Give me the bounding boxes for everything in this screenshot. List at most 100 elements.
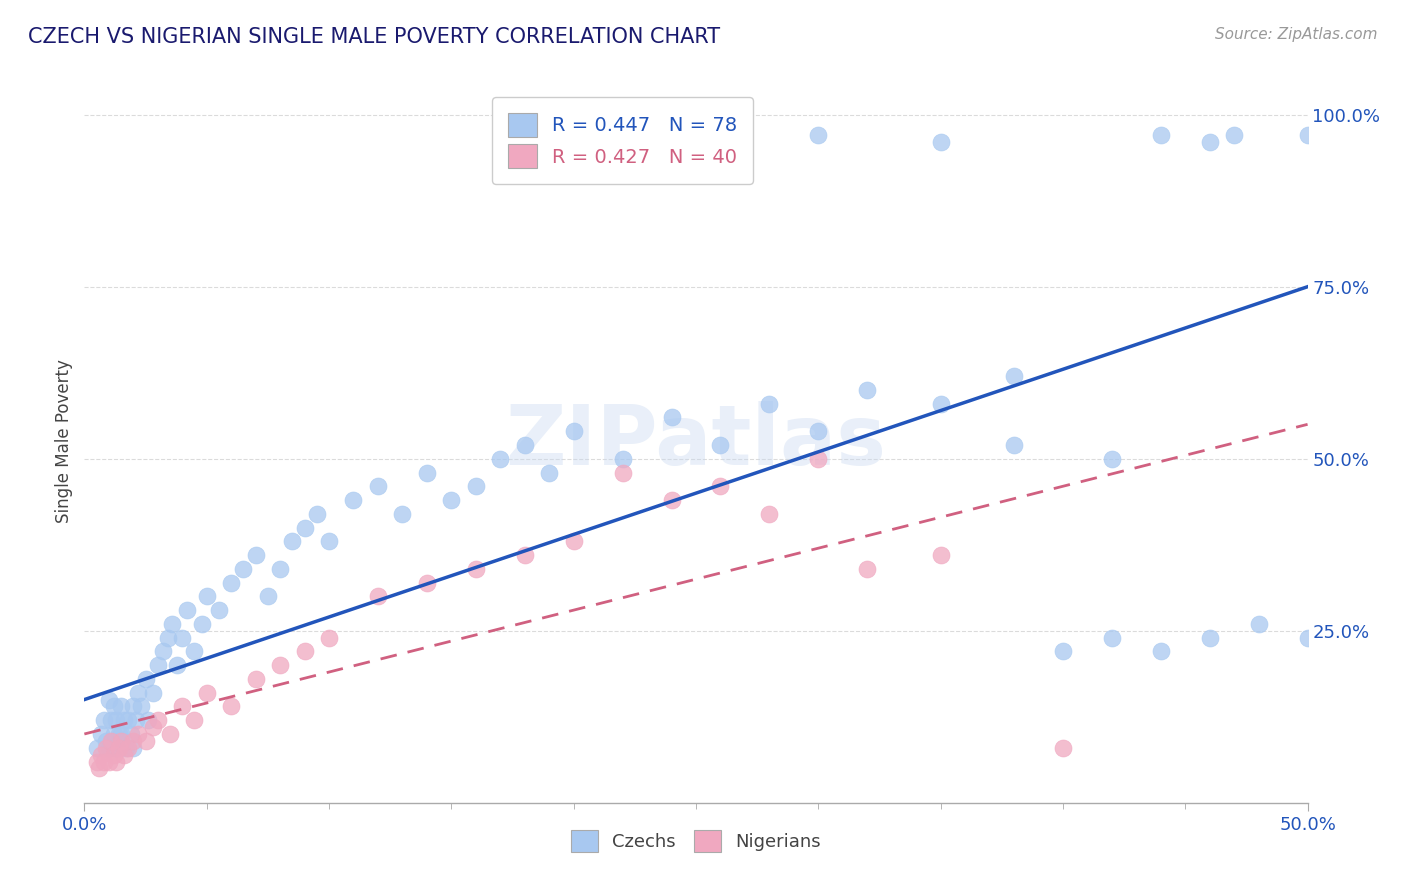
Point — [1052, 740, 1074, 755]
Point — [929, 135, 952, 149]
Point — [152, 644, 174, 658]
Point — [110, 727, 132, 741]
Point — [245, 672, 267, 686]
Point — [96, 740, 118, 755]
Point — [146, 713, 169, 727]
Point — [245, 548, 267, 562]
Point — [1150, 128, 1173, 143]
Point — [208, 603, 231, 617]
Point — [367, 590, 389, 604]
Point — [100, 734, 122, 748]
Point — [183, 713, 205, 727]
Point — [1296, 631, 1319, 645]
Point — [96, 734, 118, 748]
Point — [93, 713, 115, 727]
Point — [87, 761, 110, 775]
Point — [1101, 451, 1123, 466]
Point — [269, 562, 291, 576]
Point — [269, 658, 291, 673]
Legend: Czechs, Nigerians: Czechs, Nigerians — [564, 822, 828, 859]
Point — [318, 534, 340, 549]
Point — [172, 631, 194, 645]
Point — [195, 590, 218, 604]
Point — [115, 740, 138, 755]
Point — [1247, 616, 1270, 631]
Point — [219, 575, 242, 590]
Point — [156, 631, 179, 645]
Point — [107, 740, 129, 755]
Point — [538, 466, 561, 480]
Point — [122, 699, 145, 714]
Point — [367, 479, 389, 493]
Point — [612, 466, 634, 480]
Point — [191, 616, 214, 631]
Point — [257, 590, 280, 604]
Point — [440, 493, 463, 508]
Point — [318, 631, 340, 645]
Point — [142, 686, 165, 700]
Point — [661, 493, 683, 508]
Point — [90, 747, 112, 762]
Point — [1150, 644, 1173, 658]
Point — [135, 672, 157, 686]
Point — [166, 658, 188, 673]
Point — [162, 616, 184, 631]
Text: CZECH VS NIGERIAN SINGLE MALE POVERTY CORRELATION CHART: CZECH VS NIGERIAN SINGLE MALE POVERTY CO… — [28, 27, 720, 46]
Point — [709, 479, 731, 493]
Point — [127, 727, 149, 741]
Point — [125, 713, 148, 727]
Point — [513, 438, 536, 452]
Point — [122, 740, 145, 755]
Point — [807, 424, 830, 438]
Point — [93, 755, 115, 769]
Point — [758, 507, 780, 521]
Point — [112, 747, 135, 762]
Point — [176, 603, 198, 617]
Point — [416, 466, 439, 480]
Point — [97, 740, 120, 755]
Point — [294, 644, 316, 658]
Point — [112, 713, 135, 727]
Point — [807, 128, 830, 143]
Point — [305, 507, 328, 521]
Point — [105, 713, 128, 727]
Point — [172, 699, 194, 714]
Point — [219, 699, 242, 714]
Point — [122, 734, 145, 748]
Point — [807, 451, 830, 466]
Point — [105, 740, 128, 755]
Point — [281, 534, 304, 549]
Point — [117, 740, 139, 755]
Point — [146, 658, 169, 673]
Point — [1052, 644, 1074, 658]
Point — [232, 562, 254, 576]
Point — [1002, 438, 1025, 452]
Point — [183, 644, 205, 658]
Point — [1223, 128, 1246, 143]
Point — [929, 548, 952, 562]
Text: Source: ZipAtlas.com: Source: ZipAtlas.com — [1215, 27, 1378, 42]
Point — [513, 548, 536, 562]
Point — [709, 438, 731, 452]
Point — [86, 755, 108, 769]
Point — [489, 451, 512, 466]
Point — [136, 713, 159, 727]
Point — [1002, 369, 1025, 384]
Point — [661, 410, 683, 425]
Point — [97, 755, 120, 769]
Point — [120, 727, 142, 741]
Point — [294, 520, 316, 534]
Point — [1198, 631, 1220, 645]
Point — [105, 755, 128, 769]
Point — [562, 424, 585, 438]
Point — [342, 493, 364, 508]
Point — [110, 699, 132, 714]
Point — [159, 727, 181, 741]
Point — [464, 479, 486, 493]
Point — [135, 734, 157, 748]
Point — [856, 383, 879, 397]
Point — [464, 562, 486, 576]
Point — [86, 740, 108, 755]
Point — [100, 713, 122, 727]
Y-axis label: Single Male Poverty: Single Male Poverty — [55, 359, 73, 524]
